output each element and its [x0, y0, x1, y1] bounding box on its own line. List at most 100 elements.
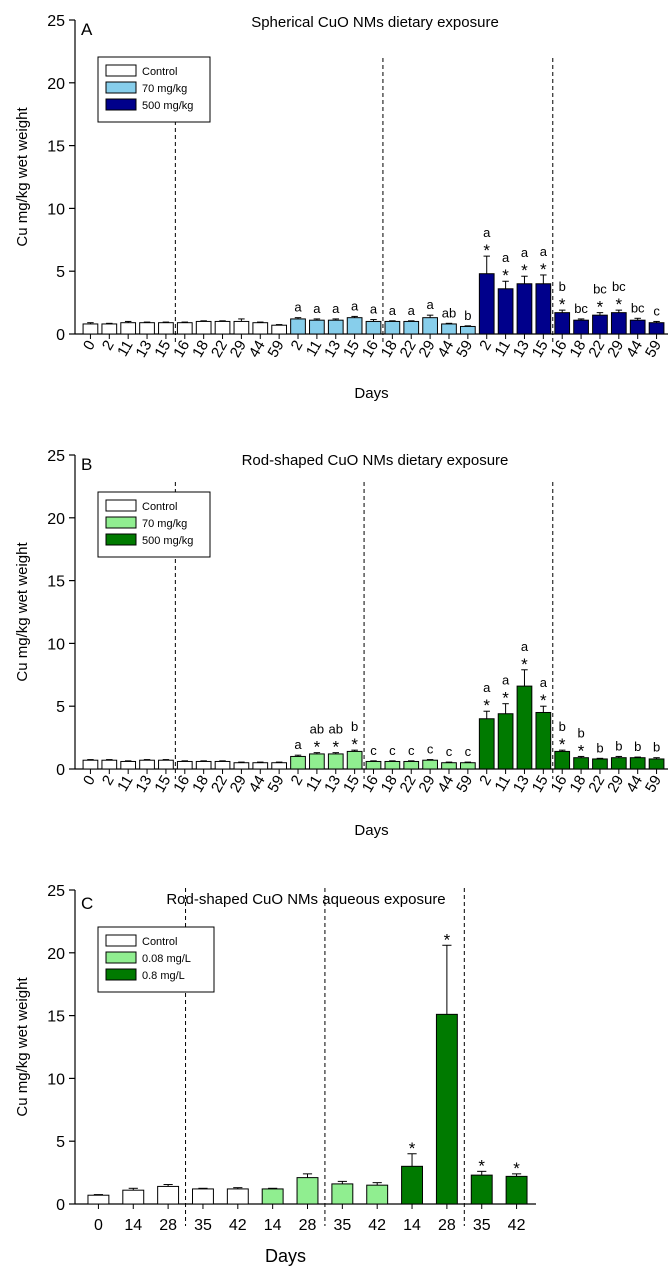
bar: [592, 314, 608, 335]
significance-star: *: [559, 295, 566, 314]
bar: [82, 759, 99, 770]
significance-letter: bc: [612, 279, 626, 294]
significance-star: *: [351, 735, 358, 754]
y-tick-label: 0: [56, 1197, 65, 1214]
x-tick-label: 16: [359, 773, 382, 796]
x-tick-label: 59: [642, 338, 665, 361]
bar: [441, 762, 457, 770]
bar: [516, 283, 533, 335]
x-tick-label: 18: [189, 338, 212, 361]
legend-swatch: [105, 98, 137, 111]
legend-label: 500 mg/kg: [142, 535, 193, 547]
bar: [252, 322, 269, 335]
x-tick-label: 18: [189, 773, 212, 796]
x-tick-label: 44: [434, 338, 457, 361]
legend-swatch: [105, 533, 137, 546]
legend-swatch: [105, 934, 137, 947]
bar: [497, 288, 514, 335]
significance-letter: c: [653, 303, 660, 318]
bar: [592, 758, 608, 770]
x-tick-label: 18: [378, 773, 401, 796]
bar: [271, 762, 288, 770]
significance-letter: ab: [329, 722, 343, 737]
bar: [505, 1175, 528, 1205]
y-tick-label: 20: [47, 946, 65, 963]
bar: [573, 319, 589, 335]
significance-star: *: [513, 1159, 520, 1178]
bar: [261, 1188, 284, 1205]
legend-label: Control: [142, 501, 177, 513]
significance-letter: b: [559, 279, 566, 294]
significance-star: *: [616, 295, 623, 314]
significance-letter: c: [465, 744, 472, 759]
y-tick-label: 25: [47, 13, 65, 30]
x-tick-label: 44: [623, 338, 646, 361]
significance-letter: a: [332, 301, 340, 316]
significance-letter: bc: [631, 300, 645, 315]
bar: [384, 760, 401, 770]
significance-star: *: [409, 1139, 416, 1158]
x-axis-label: Days: [354, 822, 388, 839]
legend: Control 70 mg/kg 500 mg/kg: [97, 491, 211, 558]
legend-label: 70 mg/kg: [142, 518, 187, 530]
chart-title: Rod-shaped CuO NMs aqueous exposure: [166, 891, 445, 908]
bar: [290, 318, 306, 335]
x-tick-label: 14: [403, 1217, 421, 1234]
significance-letter: ab: [442, 305, 456, 320]
x-tick-label: 35: [333, 1217, 351, 1234]
legend-label: Control: [142, 66, 177, 78]
significance-star: *: [578, 741, 585, 760]
significance-letter: a: [540, 244, 548, 259]
significance-letter: a: [521, 245, 529, 260]
x-tick-label: 16: [170, 338, 193, 361]
x-tick-label: 14: [124, 1217, 142, 1234]
significance-letter: a: [426, 297, 434, 312]
y-tick-label: 25: [47, 883, 65, 900]
bar: [435, 1013, 458, 1205]
x-tick-label: 0: [94, 1217, 103, 1234]
x-tick-label: 28: [159, 1217, 177, 1234]
bar: [422, 317, 438, 335]
significance-letter: a: [294, 737, 302, 752]
x-tick-label: 29: [227, 338, 250, 361]
significance-star: *: [597, 298, 604, 317]
bar: [459, 762, 476, 770]
x-tick-label: 44: [246, 773, 269, 796]
bar: [176, 322, 193, 335]
significance-letter: c: [370, 743, 377, 758]
significance-letter: b: [653, 740, 660, 755]
x-tick-label: 29: [416, 338, 439, 361]
x-tick-label: 16: [548, 773, 571, 796]
y-tick-label: 5: [56, 1134, 65, 1151]
bar: [648, 758, 665, 770]
bar: [120, 322, 137, 335]
significance-star: *: [559, 735, 566, 754]
x-tick-label: 13: [510, 338, 533, 361]
bar: [214, 760, 231, 770]
significance-letter: bc: [574, 301, 588, 316]
bar: [82, 323, 99, 335]
x-tick-label: 35: [473, 1217, 491, 1234]
x-tick-label: 28: [299, 1217, 317, 1234]
bar: [441, 323, 457, 335]
significance-letter: b: [615, 738, 622, 753]
bar: [346, 317, 363, 335]
bar: [403, 760, 420, 770]
panel-c: 0 5 10 15 20 25 Cu mg/kg wet weight C Rod-shaped…: [14, 883, 536, 1266]
x-tick-label: 42: [508, 1217, 526, 1234]
y-tick-label: 10: [47, 1071, 65, 1088]
y-tick-label: 10: [47, 201, 65, 218]
bar: [366, 1184, 389, 1205]
panel-letter: A: [81, 20, 93, 39]
legend-label: 70 mg/kg: [142, 83, 187, 95]
significance-letter: a: [502, 250, 510, 265]
panel-b: 0 5 10 15 20 25 Cu mg/kg wet weight B Rod-shaped…: [14, 448, 668, 839]
x-tick-label: 15: [340, 773, 363, 796]
bar: [192, 1188, 214, 1205]
bar: [629, 757, 646, 770]
significance-letter: a: [483, 225, 491, 240]
significance-letter: a: [389, 303, 397, 318]
bar: [365, 320, 382, 335]
x-tick-label: 0: [80, 338, 99, 354]
